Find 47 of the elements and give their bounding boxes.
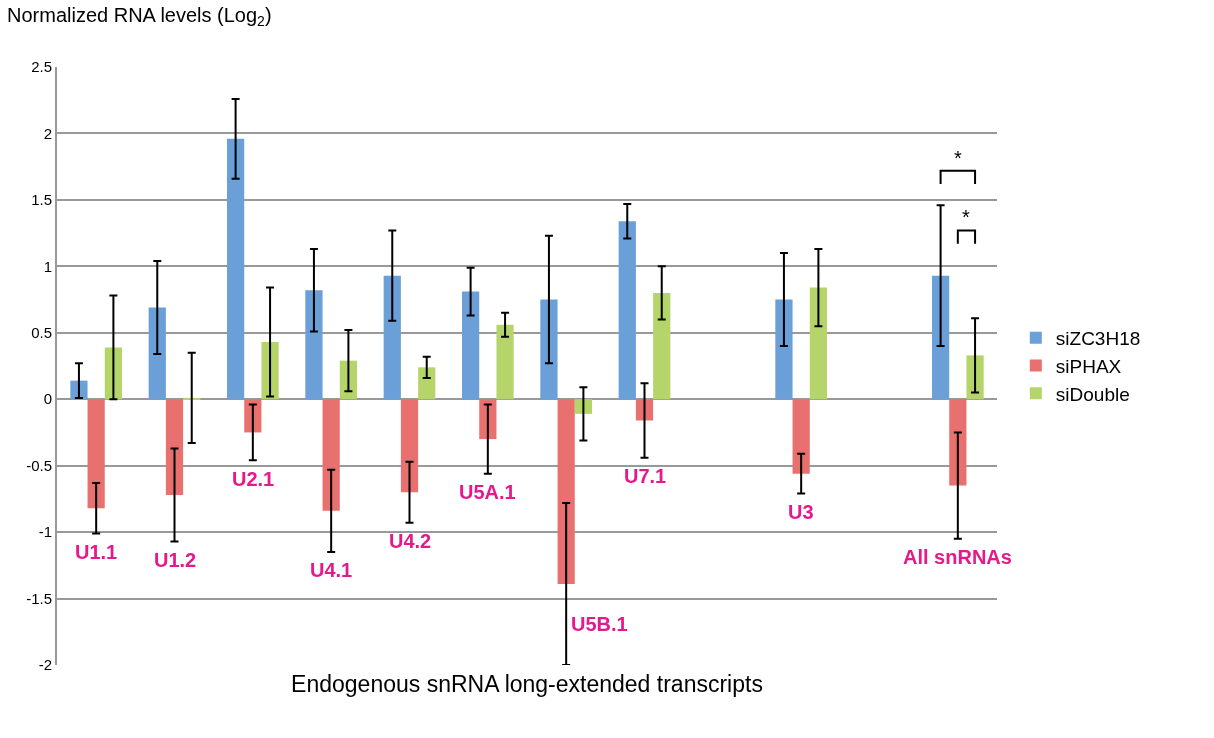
bar	[653, 292, 671, 400]
x-tick-label: U5B.1	[571, 613, 628, 635]
bar	[809, 287, 828, 400]
y-tick-label: -0.5	[26, 456, 52, 474]
legend-label: siPHAX	[1055, 355, 1122, 377]
bar	[461, 291, 480, 400]
bar	[496, 324, 514, 400]
annotation: *	[962, 206, 970, 228]
bar	[949, 399, 967, 486]
bar	[931, 275, 950, 400]
x-tick-label: All snRNAs	[903, 546, 1012, 568]
y-tick-label: 1	[43, 257, 52, 275]
bar	[775, 299, 793, 400]
y-tick-label: 0	[43, 390, 52, 408]
bar	[557, 399, 575, 584]
y-tick-label: -2	[38, 656, 52, 674]
y-tick-label: -1.5	[26, 589, 52, 607]
bar	[226, 138, 245, 400]
x-tick-label: U4.2	[389, 530, 432, 552]
bar	[305, 290, 323, 400]
x-tick-label: U3	[788, 501, 814, 523]
annotation: *	[954, 147, 962, 169]
y-tick-label: 2	[43, 124, 52, 142]
x-tick-label: U5A.1	[459, 481, 516, 503]
y-tick-label: 0.5	[31, 324, 52, 342]
bar	[540, 299, 558, 400]
bar	[148, 307, 166, 400]
legend-label: siDouble	[1055, 383, 1130, 405]
legend-label: siZC3H18	[1055, 328, 1141, 350]
bar	[792, 399, 810, 474]
bar	[165, 399, 184, 495]
y-axis-title: Normalized RNA levels (Log$_{2}$)	[7, 4, 272, 30]
bar	[87, 399, 105, 509]
x-tick-label: U1.2	[154, 549, 197, 571]
y-tick-label: -1	[38, 523, 52, 541]
bar	[418, 367, 436, 400]
x-tick-label: U2.1	[232, 468, 275, 490]
y-tick-label: 1.5	[31, 191, 52, 209]
x-tick-label: U1.1	[75, 541, 118, 563]
bar	[618, 221, 636, 400]
x-tick-label: U4.1	[310, 559, 353, 581]
bar	[322, 399, 340, 511]
x-tick-label: U7.1	[624, 465, 667, 487]
bar	[383, 275, 401, 400]
y-tick-label: 2.5	[31, 58, 52, 76]
x-axis-title: Endogenous snRNA long-extended transcripts	[291, 670, 763, 697]
bar	[400, 399, 419, 493]
